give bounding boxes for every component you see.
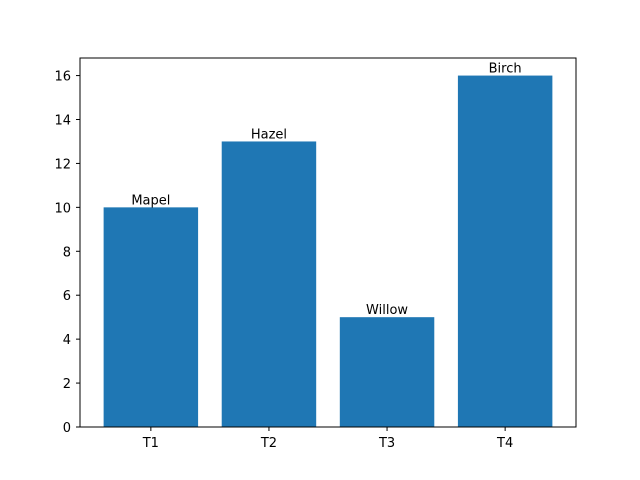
bar-t2 xyxy=(221,141,317,427)
x-tick-label: T2 xyxy=(260,436,277,451)
bar-t1 xyxy=(103,207,199,427)
x-tick-label: T1 xyxy=(142,436,159,451)
y-tick-label: 0 xyxy=(63,421,71,436)
y-axis-ticks: 0 2 4 6 8 10 12 14 16 xyxy=(54,70,80,436)
x-tick-label: T4 xyxy=(496,436,513,451)
plot-frame xyxy=(79,57,577,428)
data-label-t1: Mapel xyxy=(131,193,170,208)
y-tick-label: 4 xyxy=(63,333,71,348)
y-tick-label: 2 xyxy=(63,377,71,392)
y-tick-label: 16 xyxy=(54,70,71,85)
y-tick-label: 10 xyxy=(54,201,71,216)
y-tick-label: 12 xyxy=(54,157,71,172)
x-axis-ticks: T1 T2 T3 T4 xyxy=(142,427,513,451)
data-label-t3: Willow xyxy=(366,303,408,318)
y-tick-label: 14 xyxy=(54,114,71,129)
data-label-t2: Hazel xyxy=(251,127,287,142)
data-label-t4: Birch xyxy=(489,62,522,77)
data-labels-group: Mapel Hazel Willow Birch xyxy=(131,62,521,319)
y-tick-label: 8 xyxy=(63,245,71,260)
bar-t4 xyxy=(457,75,553,428)
bars-group xyxy=(103,75,553,428)
y-tick-label: 6 xyxy=(63,289,71,304)
bar-t3 xyxy=(339,317,435,427)
x-tick-label: T3 xyxy=(378,436,395,451)
